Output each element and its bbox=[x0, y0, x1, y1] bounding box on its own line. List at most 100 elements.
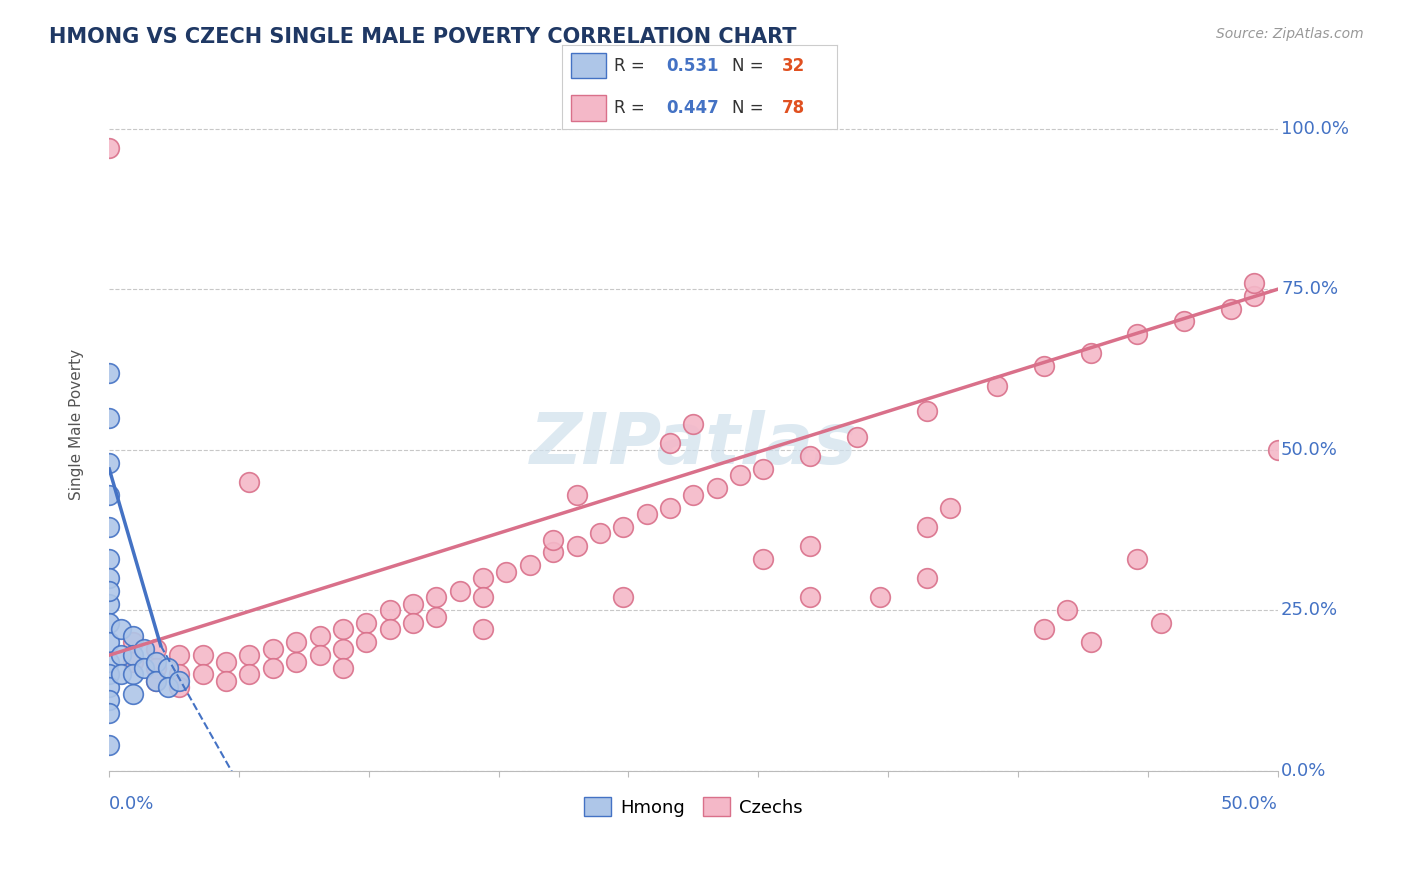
Point bbox=[636, 507, 658, 521]
Point bbox=[869, 591, 891, 605]
Point bbox=[98, 410, 121, 425]
Point bbox=[215, 673, 238, 688]
Point bbox=[939, 500, 962, 515]
Point bbox=[285, 635, 308, 649]
Point bbox=[612, 591, 634, 605]
Point bbox=[915, 404, 938, 418]
Point bbox=[98, 366, 121, 380]
Text: Single Male Poverty: Single Male Poverty bbox=[69, 349, 84, 500]
Point bbox=[565, 488, 588, 502]
Point bbox=[1032, 623, 1054, 637]
Text: HMONG VS CZECH SINGLE MALE POVERTY CORRELATION CHART: HMONG VS CZECH SINGLE MALE POVERTY CORRE… bbox=[49, 27, 797, 46]
Point bbox=[169, 667, 191, 681]
Point bbox=[238, 667, 260, 681]
Point bbox=[495, 565, 517, 579]
Point bbox=[1173, 314, 1195, 328]
Point bbox=[1126, 327, 1149, 342]
Point bbox=[472, 623, 495, 637]
Point bbox=[98, 706, 121, 720]
Text: 0.531: 0.531 bbox=[666, 57, 718, 75]
Text: 78: 78 bbox=[782, 99, 804, 117]
Point bbox=[332, 641, 354, 656]
Point bbox=[541, 533, 564, 547]
Point bbox=[1080, 635, 1102, 649]
Point bbox=[169, 680, 191, 694]
Point bbox=[98, 141, 121, 155]
Point bbox=[565, 539, 588, 553]
Point bbox=[98, 615, 121, 630]
Point bbox=[356, 615, 378, 630]
Point bbox=[121, 635, 143, 649]
Point bbox=[589, 526, 612, 541]
Text: R =: R = bbox=[614, 99, 651, 117]
Point bbox=[1267, 442, 1289, 457]
Text: 100.0%: 100.0% bbox=[1281, 120, 1348, 137]
Point bbox=[332, 661, 354, 675]
Point bbox=[472, 591, 495, 605]
Text: R =: R = bbox=[614, 57, 651, 75]
Point bbox=[752, 462, 775, 476]
Point bbox=[519, 558, 541, 573]
Point bbox=[425, 609, 447, 624]
Point bbox=[402, 597, 425, 611]
Point bbox=[121, 687, 143, 701]
Point bbox=[98, 655, 121, 669]
Point bbox=[1126, 552, 1149, 566]
Point bbox=[169, 673, 191, 688]
Text: 0.447: 0.447 bbox=[666, 99, 720, 117]
Point bbox=[191, 648, 214, 662]
Text: 50.0%: 50.0% bbox=[1220, 795, 1278, 813]
Point bbox=[156, 661, 179, 675]
Point bbox=[449, 584, 471, 599]
Point bbox=[98, 680, 121, 694]
Point bbox=[98, 667, 121, 681]
Point bbox=[121, 648, 143, 662]
Point bbox=[706, 481, 728, 495]
Point bbox=[285, 655, 308, 669]
Point bbox=[1243, 288, 1265, 302]
Point bbox=[98, 597, 121, 611]
Point bbox=[356, 635, 378, 649]
Point bbox=[1150, 615, 1173, 630]
Text: 0.0%: 0.0% bbox=[110, 795, 155, 813]
Bar bbox=[571, 54, 606, 78]
Point bbox=[110, 667, 132, 681]
Point bbox=[156, 680, 179, 694]
Point bbox=[145, 673, 167, 688]
Text: 25.0%: 25.0% bbox=[1281, 601, 1339, 619]
Text: 0.0%: 0.0% bbox=[1281, 762, 1326, 780]
Point bbox=[145, 655, 167, 669]
Point bbox=[308, 648, 330, 662]
Point bbox=[1080, 346, 1102, 360]
Point bbox=[191, 667, 214, 681]
Text: N =: N = bbox=[733, 57, 769, 75]
Point bbox=[332, 623, 354, 637]
Point bbox=[262, 641, 284, 656]
Point bbox=[98, 693, 121, 707]
Bar bbox=[571, 95, 606, 120]
Text: 32: 32 bbox=[782, 57, 806, 75]
Point bbox=[98, 552, 121, 566]
Point bbox=[799, 539, 821, 553]
Point bbox=[682, 488, 704, 502]
Point bbox=[98, 488, 121, 502]
Point bbox=[425, 591, 447, 605]
Point bbox=[98, 456, 121, 470]
Text: Source: ZipAtlas.com: Source: ZipAtlas.com bbox=[1216, 27, 1364, 41]
Point bbox=[378, 623, 401, 637]
Point bbox=[98, 738, 121, 752]
Point bbox=[215, 655, 238, 669]
Point bbox=[121, 667, 143, 681]
Point bbox=[659, 500, 682, 515]
Point bbox=[1032, 359, 1054, 374]
Point bbox=[98, 584, 121, 599]
Point bbox=[262, 661, 284, 675]
Point bbox=[134, 661, 156, 675]
Point bbox=[986, 378, 1008, 392]
Point bbox=[238, 648, 260, 662]
Point bbox=[846, 430, 869, 444]
Text: N =: N = bbox=[733, 99, 769, 117]
Point bbox=[145, 641, 167, 656]
Point bbox=[541, 545, 564, 559]
Point bbox=[799, 591, 821, 605]
